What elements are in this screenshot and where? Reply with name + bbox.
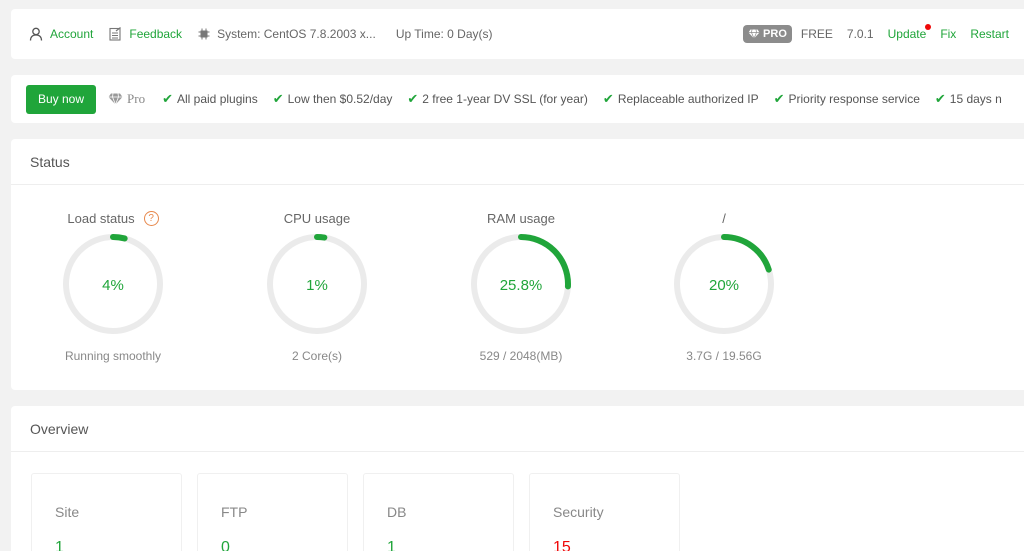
progress-ring <box>470 233 572 335</box>
check-icon: ✔ <box>602 91 614 106</box>
gauge-value: 4% <box>102 277 124 294</box>
pro-promo-bar: Buy now Pro ✔ All paid plugins ✔ Low then … <box>11 75 1024 123</box>
gauge-subtitle: 2 Core(s) <box>291 349 342 363</box>
plan-label: FREE <box>800 27 833 41</box>
overview-card-site[interactable]: Site 1 <box>31 473 182 551</box>
version-label: 7.0.1 <box>846 27 874 41</box>
gauge-subtitle: Running smoothly <box>64 349 162 363</box>
gauge-subtitle: 3.7G / 19.56G <box>686 349 762 363</box>
overview-card-db[interactable]: DB 1 <box>363 473 514 551</box>
status-panel: Status Load status ? 4% Running smoothly… <box>11 139 1024 390</box>
system-info: System: CentOS 7.8.2003 x... <box>198 27 376 41</box>
restart-link[interactable]: Restart <box>970 27 1009 41</box>
top-header-bar: Account Feedback System: CentOS 7.8.2003… <box>11 9 1024 59</box>
progress-ring <box>62 233 164 335</box>
fix-link[interactable]: Fix <box>940 27 957 41</box>
feature-item: ✔ Low then $0.52/day <box>272 91 393 106</box>
check-icon: ✔ <box>934 91 946 106</box>
update-link[interactable]: Update <box>888 24 932 41</box>
status-title: Status <box>11 139 1024 185</box>
diamond-icon <box>108 93 123 105</box>
feature-item: ✔ 2 free 1-year DV SSL (for year) <box>407 91 588 106</box>
check-icon: ✔ <box>272 91 284 106</box>
gauge-subtitle: 529 / 2048(MB) <box>479 349 563 363</box>
chip-icon <box>198 28 210 40</box>
status-gauges: Load status ? 4% Running smoothly CPU us… <box>11 185 1024 390</box>
account-label: Account <box>50 27 94 41</box>
overview-card-security[interactable]: Security 15 <box>529 473 680 551</box>
account-link[interactable]: Account <box>29 27 93 41</box>
diamond-icon <box>748 29 760 39</box>
feature-item: ✔ Replaceable authorized IP <box>602 91 759 106</box>
user-icon <box>29 27 43 41</box>
edit-document-icon <box>109 27 122 41</box>
card-count[interactable]: 1 <box>387 539 396 551</box>
check-icon: ✔ <box>407 91 419 106</box>
feature-item: ✔ 15 days n <box>934 91 1002 106</box>
progress-ring <box>673 233 775 335</box>
gauge-value: 20% <box>708 277 740 294</box>
help-icon[interactable]: ? <box>143 211 159 226</box>
feature-item: ✔ Priority response service <box>773 91 920 106</box>
overview-panel: Overview Site 1 FTP 0 DB 1 Security 15 <box>11 406 1024 551</box>
uptime-label: Up Time: 0 Day(s) <box>395 27 493 41</box>
card-count[interactable]: 15 <box>553 539 571 551</box>
system-label: System: CentOS 7.8.2003 x... <box>217 27 376 41</box>
card-count[interactable]: 1 <box>55 539 64 551</box>
overview-title: Overview <box>11 406 1024 452</box>
feature-item: ✔ All paid plugins <box>162 91 258 106</box>
gauge-value: 25.8% <box>499 277 543 294</box>
feedback-label: Feedback <box>129 27 183 41</box>
overview-card-ftp[interactable]: FTP 0 <box>197 473 348 551</box>
check-icon: ✔ <box>162 91 173 106</box>
check-icon: ✔ <box>773 91 785 106</box>
buy-now-button[interactable]: Buy now <box>26 84 97 114</box>
pro-badge[interactable]: PRO <box>743 25 792 43</box>
update-notification-dot <box>925 24 932 30</box>
feedback-link[interactable]: Feedback <box>109 27 182 41</box>
gauge-value: 1% <box>306 277 328 294</box>
pro-label: Pro <box>108 91 145 107</box>
card-count[interactable]: 0 <box>221 539 230 551</box>
progress-ring <box>266 233 368 335</box>
